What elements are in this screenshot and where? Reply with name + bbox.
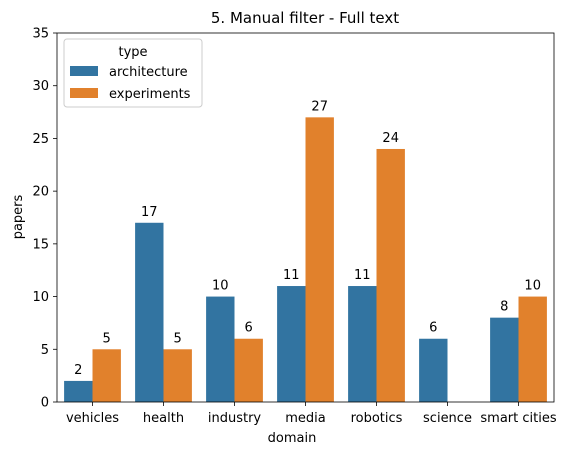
data-label-experiments-industry: 6 — [245, 321, 253, 336]
legend-title: type — [118, 45, 147, 60]
y-tick-label: 0 — [41, 396, 49, 411]
y-tick-label: 35 — [32, 27, 49, 42]
data-label-experiments-media: 27 — [311, 99, 328, 114]
bar-architecture-vehicles — [64, 380, 93, 402]
x-axis-title: domain — [268, 431, 317, 446]
legend-box — [63, 38, 203, 108]
bar-architecture-smart-cities — [490, 317, 519, 402]
y-tick-label: 25 — [32, 132, 49, 147]
y-tick-label: 5 — [41, 343, 49, 358]
bar-architecture-science — [419, 338, 448, 402]
y-tick-label: 10 — [32, 290, 49, 305]
data-label-experiments-robotics: 24 — [382, 131, 399, 146]
legend-label-experiments: experiments — [109, 87, 191, 102]
plot-frame — [56, 32, 555, 403]
x-tick-label-industry: industry — [208, 411, 262, 426]
data-label-architecture-science: 6 — [429, 321, 437, 336]
x-tick-label-smart-cities: smart cities — [480, 411, 556, 426]
bars-group — [64, 117, 547, 402]
data-label-architecture-vehicles: 2 — [74, 363, 82, 378]
data-label-experiments-vehicles: 5 — [103, 331, 111, 346]
bar-experiments-robotics — [376, 148, 405, 402]
chart-title: 5. Manual filter - Full text — [211, 9, 399, 27]
x-tick-label-media: media — [285, 411, 326, 426]
data-labels-group: 2 5 17 5 10 6 11 27 11 24 6 8 10 — [74, 99, 541, 378]
bar-experiments-industry — [234, 338, 263, 402]
y-tick-label: 30 — [32, 79, 49, 94]
x-tick-label-vehicles: vehicles — [66, 411, 119, 426]
data-label-architecture-robotics: 11 — [354, 268, 371, 283]
data-label-architecture-industry: 10 — [212, 279, 229, 294]
legend-items: architecture experiments — [70, 65, 191, 102]
bar-experiments-media — [305, 117, 334, 402]
legend-swatch-architecture — [70, 66, 98, 76]
legend-swatch-experiments — [70, 88, 98, 98]
x-axis: vehicles health industry media robotics scien… — [66, 402, 557, 426]
data-label-architecture-smart-cities: 8 — [500, 300, 508, 315]
y-tick-label: 15 — [32, 237, 49, 252]
legend-label-architecture: architecture — [109, 65, 188, 80]
bar-experiments-vehicles — [92, 349, 121, 402]
bar-architecture-robotics — [348, 286, 377, 402]
data-label-architecture-media: 11 — [283, 268, 300, 283]
bar-architecture-media — [277, 286, 306, 402]
bar-experiments-smart-cities — [518, 296, 547, 402]
bar-architecture-health — [135, 222, 164, 402]
x-tick-label-science: science — [423, 411, 472, 426]
y-axis: 0 5 10 15 20 25 30 35 — [32, 27, 57, 411]
y-tick-label: 20 — [32, 185, 49, 200]
data-label-experiments-health: 5 — [174, 331, 182, 346]
bar-experiments-health — [163, 349, 192, 402]
y-axis-title: papers — [11, 194, 26, 239]
legend: type architecture experiments — [63, 38, 203, 108]
x-tick-label-health: health — [143, 411, 184, 426]
data-label-experiments-smart-cities: 10 — [524, 279, 541, 294]
x-tick-label-robotics: robotics — [351, 411, 403, 426]
bar-architecture-industry — [206, 296, 235, 402]
data-label-architecture-health: 17 — [141, 205, 158, 220]
